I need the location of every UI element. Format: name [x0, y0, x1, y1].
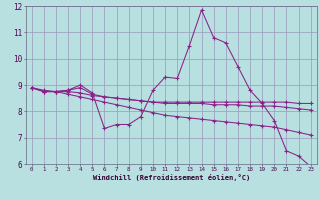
X-axis label: Windchill (Refroidissement éolien,°C): Windchill (Refroidissement éolien,°C) — [92, 174, 250, 181]
